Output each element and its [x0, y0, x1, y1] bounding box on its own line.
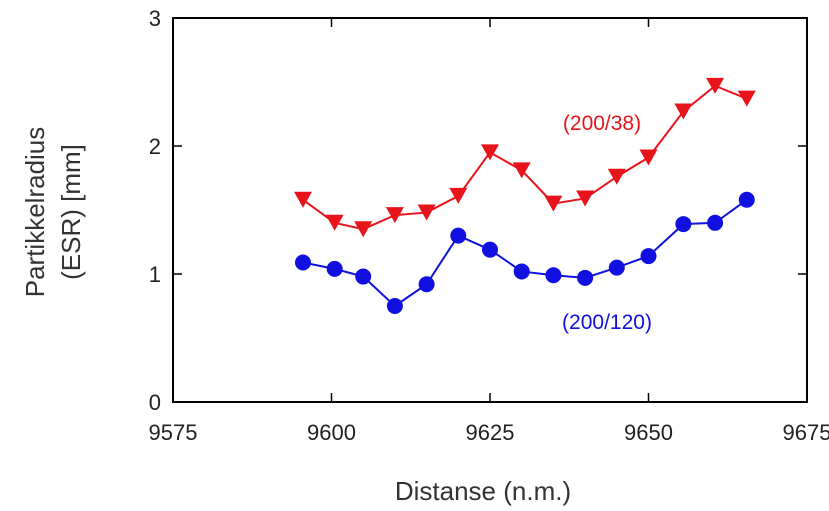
plot-area [172, 17, 808, 403]
data-point [675, 216, 692, 233]
data-point [450, 227, 467, 244]
data-point [354, 221, 373, 238]
y-axis-title-line2: (ESR) [mm] [56, 144, 86, 280]
series-layer [293, 77, 756, 314]
data-point [707, 214, 724, 231]
data-point [386, 298, 403, 314]
data-point [738, 191, 755, 208]
x-tick-label: 9625 [466, 420, 515, 445]
data-point [576, 190, 595, 207]
data-point [418, 276, 435, 293]
data-point [355, 268, 372, 285]
axis-ticks [172, 17, 808, 403]
y-tick-label: 1 [149, 262, 161, 287]
plot-frame [172, 17, 808, 403]
x-tick-label: 9675 [783, 420, 829, 445]
data-point [607, 168, 626, 185]
data-point [385, 207, 404, 224]
series-label-red: (200/38) [563, 112, 641, 135]
data-point [639, 149, 658, 166]
data-point [293, 191, 312, 208]
y-tick-label: 2 [149, 134, 161, 159]
tick-labels: 9575 9600 9625 9650 9675 0 1 2 3 [149, 6, 829, 445]
data-point [294, 254, 311, 271]
data-point [737, 90, 756, 107]
series-0 [293, 77, 756, 238]
data-point [544, 195, 563, 212]
series-label-blue: (200/120) [562, 311, 652, 334]
x-axis-title: Distanse (n.m.) [395, 476, 571, 506]
data-point [325, 214, 344, 231]
data-point [449, 187, 468, 204]
data-point [482, 241, 498, 258]
data-point [608, 259, 625, 276]
x-tick-label: 9650 [624, 420, 673, 445]
data-point [640, 248, 657, 265]
series-1 [294, 191, 755, 314]
data-point [706, 77, 725, 94]
data-point [326, 260, 343, 277]
data-point [417, 204, 436, 221]
data-point [512, 162, 531, 179]
y-axis-title-line1: Partikkelradius [20, 127, 50, 298]
data-point [674, 103, 693, 120]
data-point [513, 263, 530, 280]
x-tick-label: 9600 [307, 420, 356, 445]
data-point [577, 269, 594, 286]
data-point [481, 144, 499, 161]
y-tick-label: 0 [149, 390, 161, 415]
x-tick-label: 9575 [149, 420, 198, 445]
data-point [545, 267, 562, 284]
series-line [302, 198, 748, 308]
y-tick-label: 3 [149, 6, 161, 31]
